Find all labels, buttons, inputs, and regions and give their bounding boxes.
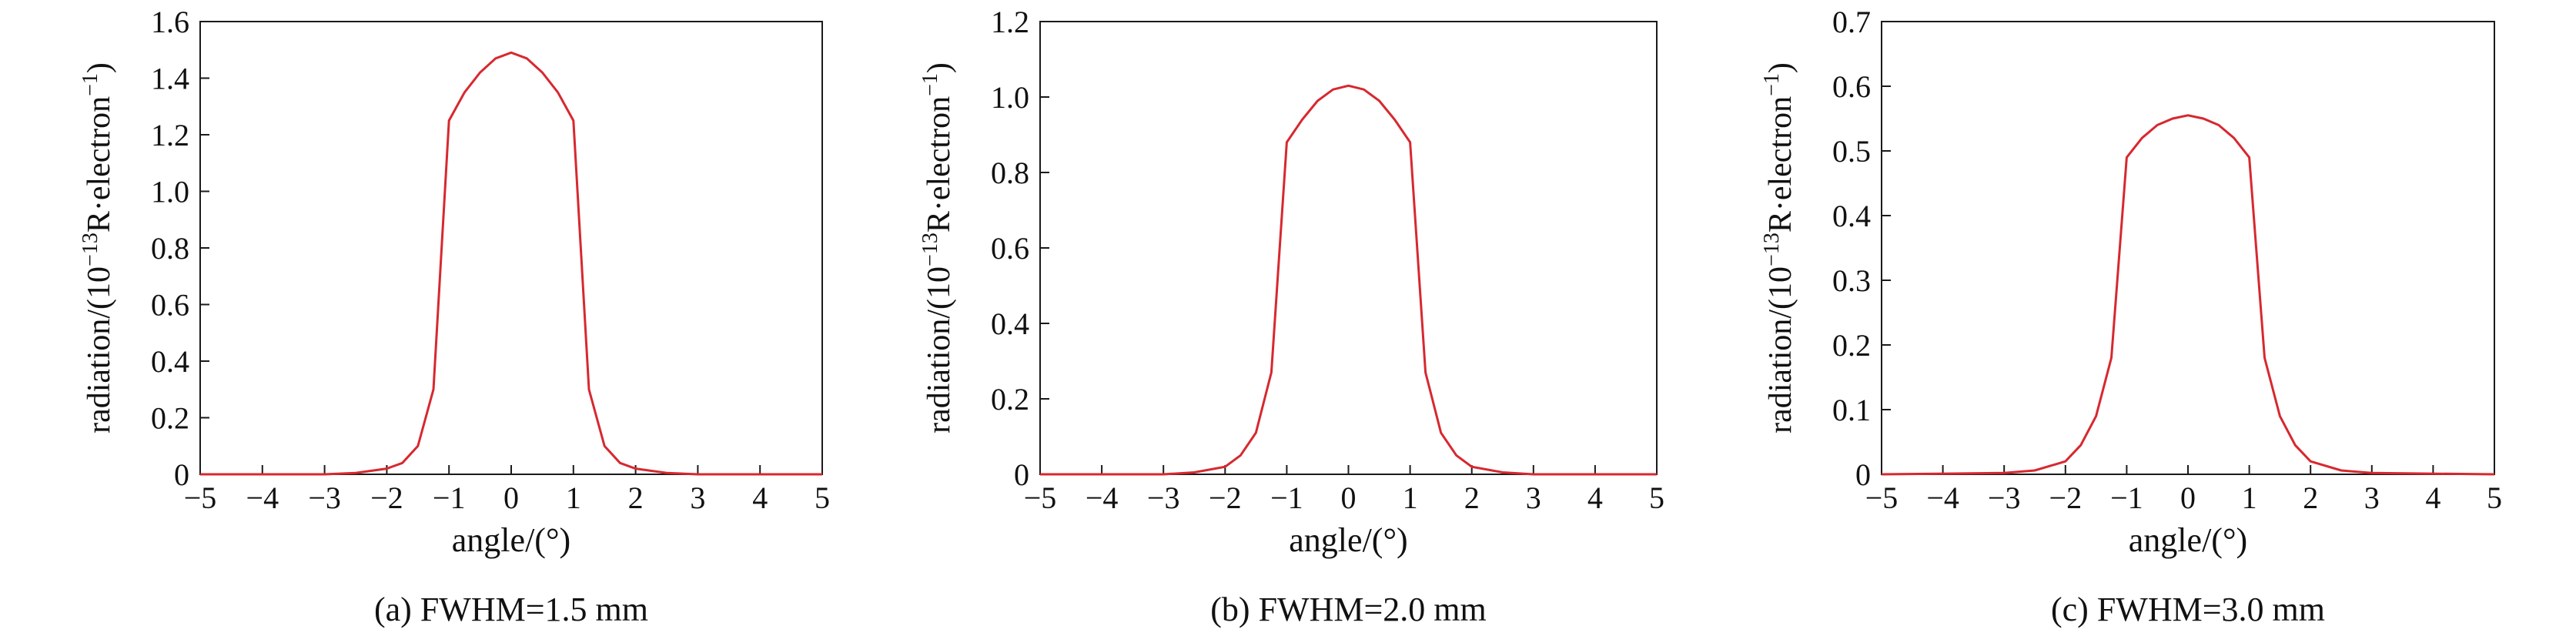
tick-label-group: −5 −4 −3 −2 −1 0 1 2 3 4 5 0 0.1 0.2 0.3 0.4 0.5 0.6 0.7 [1832, 5, 2502, 515]
x-tick-label: −5 [184, 480, 217, 515]
x-tick-label: 3 [1526, 480, 1541, 515]
y-tick-label: 0.6 [1832, 69, 1871, 104]
y-axis-label-sup: −1 [1760, 73, 1784, 96]
x-tick-label: 0 [503, 480, 519, 515]
x-axis-label: angle/(°) [452, 521, 570, 559]
series-line [200, 51, 822, 476]
series-line [1040, 84, 1657, 476]
x-tick-label: −4 [246, 480, 279, 515]
y-tick-label: 0.2 [151, 401, 189, 436]
y-axis-label-part: radiation/(10 [82, 266, 117, 433]
y-tick-label: 0.8 [151, 231, 189, 266]
y-tick-label: 0 [1855, 457, 1871, 492]
panel-b: −5 −4 −3 −2 −1 0 1 2 3 4 5 0 0.2 0.4 0.6 0.8 1.0 1.2 angl… [918, 5, 1664, 628]
y-tick-label: 0.4 [991, 306, 1029, 341]
x-tick-label: 4 [752, 480, 768, 515]
y-axis-label-part: radiation/(10 [1763, 266, 1798, 433]
y-tick-label: 0.4 [1832, 199, 1871, 233]
series-line [1881, 114, 2495, 476]
x-tick-label: 2 [2303, 480, 2318, 515]
y-tick-label: 0.5 [1832, 134, 1871, 169]
y-tick-label: 0.8 [991, 156, 1029, 190]
y-tick-label: 0.2 [991, 382, 1029, 417]
panel-caption: (c) FWHM=3.0 mm [2051, 591, 2325, 628]
x-tick-label: −1 [433, 480, 466, 515]
x-axis-label: angle/(°) [2129, 521, 2247, 559]
x-tick-label: 0 [2180, 480, 2196, 515]
x-tick-label: 5 [2487, 480, 2502, 515]
y-tick-label: 0.4 [151, 344, 189, 379]
x-tick-label: −2 [2049, 480, 2083, 515]
y-axis-label: radiation/(10−13R·electron−1) [918, 62, 957, 433]
x-tick-label: 1 [2242, 480, 2257, 515]
y-axis-label-part: ) [922, 62, 957, 73]
x-tick-label: 3 [690, 480, 705, 515]
x-tick-label: −1 [1270, 480, 1303, 515]
y-axis-label-part: R·electron [1763, 96, 1798, 233]
y-tick-label: 0 [1014, 457, 1029, 492]
y-tick-label: 0.3 [1832, 263, 1871, 298]
y-axis-label-part: ) [82, 62, 117, 73]
y-tick-label: 1.4 [151, 62, 189, 96]
x-tick-label: 2 [1464, 480, 1480, 515]
y-tick-label: 1.2 [151, 118, 189, 152]
y-axis-label-sup: −13 [1760, 233, 1784, 266]
y-axis-label-part: ) [1763, 62, 1798, 73]
y-tick-label: 0 [174, 457, 189, 492]
x-tick-label: 2 [628, 480, 644, 515]
x-axis-label: angle/(°) [1289, 521, 1407, 559]
y-tick-label: 1.2 [991, 5, 1029, 39]
x-tick-label: −4 [1086, 480, 1119, 515]
y-tick-label: 0.6 [151, 288, 189, 323]
y-axis-label-part: R·electron [922, 96, 957, 233]
tick-group [1039, 21, 1658, 475]
plot-frame [199, 21, 823, 475]
x-tick-label: 4 [2425, 480, 2441, 515]
panel-caption: (a) FWHM=1.5 mm [374, 591, 648, 628]
x-tick-label: −4 [1926, 480, 1959, 515]
y-axis-label-part: radiation/(10 [922, 266, 957, 433]
y-tick-label: 0.2 [1832, 328, 1871, 363]
tick-label-group: −5 −4 −3 −2 −1 0 1 2 3 4 5 0 0.2 0.4 0.6 0.8 1.0 1.2 [991, 5, 1664, 515]
plot-frame [1881, 21, 2495, 475]
y-tick-label: 0.7 [1832, 5, 1871, 39]
x-tick-label: 5 [815, 480, 830, 515]
panel-c: −5 −4 −3 −2 −1 0 1 2 3 4 5 0 0.1 0.2 0.3 0.4 0.5 0.6 0.7 a… [1760, 5, 2502, 628]
x-tick-label: −3 [1147, 480, 1180, 515]
y-tick-label: 0.6 [991, 231, 1029, 266]
y-axis-label-part: R·electron [82, 96, 117, 233]
y-tick-label: 1.0 [991, 80, 1029, 115]
tick-label-group: −5 −4 −3 −2 −1 0 1 2 3 4 5 0 0.2 0.4 0.6 0.8 1.0 1.2 1.4 1.… [151, 5, 830, 515]
x-tick-label: 5 [1649, 480, 1664, 515]
tick-group [199, 21, 823, 475]
panel-a: −5 −4 −3 −2 −1 0 1 2 3 4 5 0 0.2 0.4 0.6 0.8 1.0 1.2 1.4 1.… [79, 5, 830, 628]
x-tick-label: −2 [1209, 480, 1242, 515]
y-axis-label-sup: −1 [918, 73, 942, 96]
x-tick-label: −3 [1988, 480, 2021, 515]
y-axis-label: radiation/(10−13R·electron−1) [79, 62, 117, 433]
x-tick-label: 4 [1587, 480, 1603, 515]
x-tick-label: −5 [1024, 480, 1057, 515]
y-axis-label-sup: −13 [918, 233, 942, 266]
x-tick-label: −1 [2110, 480, 2143, 515]
y-axis-label-sup: −1 [79, 73, 102, 96]
x-tick-label: 3 [2364, 480, 2380, 515]
y-tick-label: 1.0 [151, 175, 189, 209]
x-tick-label: 0 [1341, 480, 1357, 515]
x-tick-label: −2 [370, 480, 403, 515]
y-tick-label: 0.1 [1832, 393, 1871, 427]
plot-frame [1039, 21, 1658, 475]
y-axis-label: radiation/(10−13R·electron−1) [1760, 62, 1798, 433]
y-axis-label-sup: −13 [79, 233, 102, 266]
x-tick-label: 1 [1403, 480, 1418, 515]
y-tick-label: 1.6 [151, 5, 189, 39]
x-tick-label: −5 [1865, 480, 1899, 515]
panel-caption: (b) FWHM=2.0 mm [1210, 591, 1486, 628]
x-tick-label: −3 [308, 480, 341, 515]
tick-group [1881, 21, 2495, 475]
x-tick-label: 1 [566, 480, 581, 515]
